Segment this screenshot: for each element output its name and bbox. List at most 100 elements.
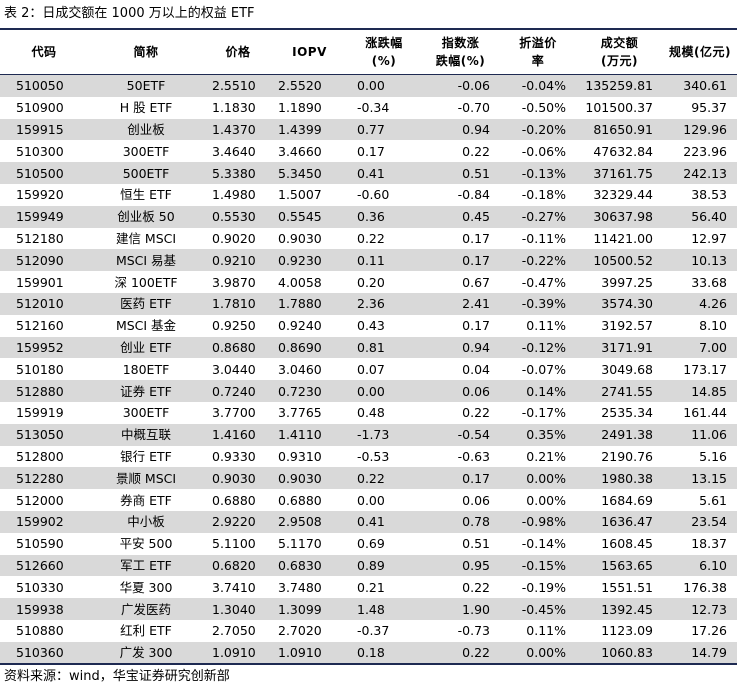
header-premium-line: 折溢价 [519,36,557,50]
cell-name: 创业板 50 [88,205,204,228]
cell-name: 医药 ETF [88,292,204,315]
cell-code: 510330 [0,576,88,599]
cell-iopv: 0.6880 [272,489,347,511]
table-caption: 表 2：日成交额在 1000 万以上的权益 ETF [4,6,255,21]
cell-code: 159919 [0,401,88,424]
cell-change: -0.60 [347,183,421,206]
cell-turnover: 47632.84 [576,140,663,163]
cell-name: 创业 ETF [88,336,204,359]
cell-turnover: 30637.98 [576,205,663,228]
table-row: 510360 广发 300 1.0910 1.0910 0.18 0.22 0.00% 106… [0,641,737,664]
cell-index-change: 0.94 [421,336,500,359]
cell-code: 512160 [0,314,88,337]
cell-price: 2.9220 [204,510,272,533]
cell-price: 1.4370 [204,118,272,141]
cell-index-change: 0.22 [421,641,500,664]
table-row: 159952 创业 ETF 0.8680 0.8690 0.81 0.94 -0.12% 31… [0,336,737,359]
cell-code: 512660 [0,554,88,577]
cell-turnover: 1551.51 [576,576,663,599]
cell-price: 0.8680 [204,336,272,359]
cell-name: 广发医药 [88,598,204,620]
cell-index-change: 0.45 [421,205,500,228]
cell-turnover: 1563.65 [576,554,663,577]
cell-turnover: 3171.91 [576,336,663,359]
header-turnover-line: 成交额 [600,36,639,50]
cell-premium: -0.19% [500,576,576,599]
cell-premium: 0.14% [500,380,576,402]
cell-size: 13.15 [663,467,737,490]
cell-premium: 0.00% [500,641,576,664]
cell-iopv: 3.7480 [272,576,347,599]
header-change-line: 涨跌幅 [365,36,403,50]
cell-turnover: 3049.68 [576,358,663,381]
cell-index-change: 0.22 [421,140,500,163]
cell-name: H 股 ETF [88,96,204,119]
cell-price: 0.5530 [204,205,272,228]
cell-name: 证券 ETF [88,380,204,402]
cell-turnover: 3574.30 [576,292,663,315]
cell-index-change: -0.73 [421,619,500,642]
cell-size: 223.96 [663,140,737,163]
cell-change: 0.36 [347,205,421,228]
cell-index-change: 0.94 [421,118,500,141]
cell-premium: -0.20% [500,118,576,141]
table-row: 512000 券商 ETF 0.6880 0.6880 0.00 0.06 0.00% 168… [0,489,737,511]
cell-price: 0.6820 [204,554,272,577]
cell-iopv: 4.0058 [272,271,347,293]
cell-price: 1.4980 [204,183,272,206]
table-row: 512180 建信 MSCI 0.9020 0.9030 0.22 0.17 -0.11% 1… [0,227,737,250]
header-turnover-line: (万元) [601,54,638,68]
cell-index-change: -0.84 [421,183,500,206]
cell-code: 159920 [0,183,88,206]
cell-turnover: 1123.09 [576,619,663,642]
cell-change: 2.36 [347,292,421,315]
cell-turnover: 1684.69 [576,489,663,511]
source-note: 资料来源：wind，华宝证券研究创新部 [4,669,230,684]
cell-turnover: 1980.38 [576,467,663,490]
cell-size: 5.16 [663,445,737,468]
cell-index-change: 0.17 [421,227,500,250]
cell-code: 512000 [0,489,88,511]
cell-turnover: 1608.45 [576,532,663,555]
cell-name: 300ETF [88,140,204,163]
cell-size: 10.13 [663,249,737,272]
table-row: 512090 MSCI 易基 0.9210 0.9230 0.11 0.17 -0.22% 1… [0,249,737,272]
table-row: 510590 平安 500 5.1100 5.1170 0.69 0.51 -0.14% 16… [0,532,737,555]
cell-premium: -0.12% [500,336,576,359]
cell-iopv: 3.7765 [272,401,347,424]
cell-iopv: 1.0910 [272,641,347,664]
cell-premium: 0.11% [500,619,576,642]
cell-price: 0.7240 [204,380,272,402]
cell-price: 0.9020 [204,227,272,250]
header-change: 涨跌幅 (%) [347,30,421,75]
cell-iopv: 0.9240 [272,314,347,337]
cell-code: 159952 [0,336,88,359]
cell-change: 0.21 [347,576,421,599]
cell-price: 0.9250 [204,314,272,337]
cell-index-change: 0.67 [421,271,500,293]
cell-premium: 0.00% [500,489,576,511]
cell-change: 0.69 [347,532,421,555]
cell-index-change: 0.22 [421,401,500,424]
cell-code: 159938 [0,598,88,620]
cell-turnover: 37161.75 [576,162,663,184]
cell-name: 50ETF [88,74,204,97]
table-row: 510500 500ETF 5.3380 5.3450 0.41 0.51 -0.13% 37… [0,162,737,184]
cell-code: 512090 [0,249,88,272]
cell-size: 23.54 [663,510,737,533]
cell-price: 1.4160 [204,423,272,446]
cell-name: 深 100ETF [88,271,204,293]
cell-index-change: 0.04 [421,358,500,381]
header-code-line: 代码 [31,45,57,59]
cell-size: 18.37 [663,532,737,555]
table-row: 159949 创业板 50 0.5530 0.5545 0.36 0.45 -0.27% 30… [0,205,737,228]
cell-turnover: 3997.25 [576,271,663,293]
cell-change: 0.22 [347,227,421,250]
table-row: 510330 华夏 300 3.7410 3.7480 0.21 0.22 -0.19% 15… [0,576,737,599]
cell-price: 1.0910 [204,641,272,664]
cell-index-change: 0.78 [421,510,500,533]
cell-size: 17.26 [663,619,737,642]
cell-iopv: 5.3450 [272,162,347,184]
cell-code: 159915 [0,118,88,141]
